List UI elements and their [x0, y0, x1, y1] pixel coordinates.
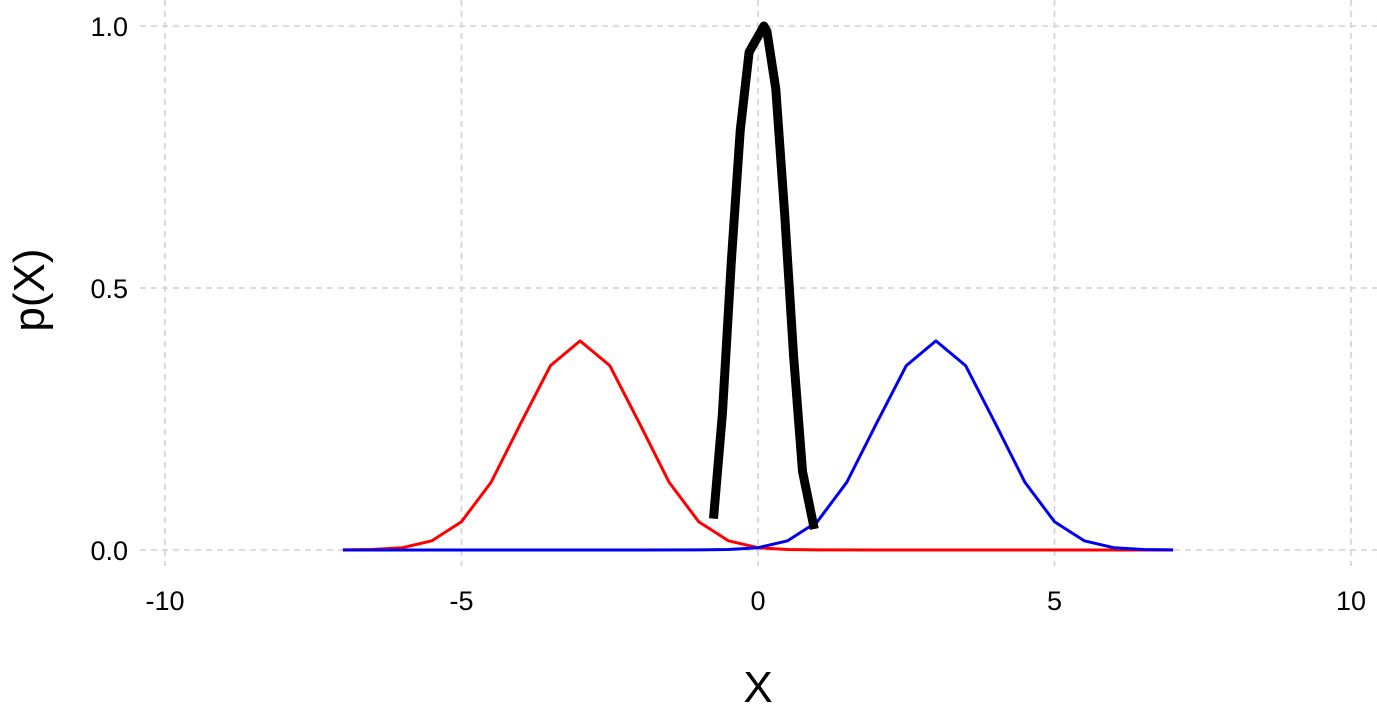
- x-tick-label: 5: [1047, 586, 1062, 616]
- x-tick-label: -5: [449, 586, 473, 616]
- grid: [140, 0, 1377, 566]
- y-tick-label: 0.5: [90, 274, 128, 304]
- x-tick-label: 10: [1336, 586, 1366, 616]
- x-axis-title: X: [743, 663, 772, 704]
- x-tick-label: -10: [145, 586, 184, 616]
- x-tick-label: 0: [750, 586, 765, 616]
- series-line-3: [709, 21, 819, 530]
- y-tick-label: 1.0: [90, 12, 128, 42]
- series-line-2: [342, 339, 1174, 552]
- series-line-1: [342, 339, 1174, 552]
- y-tick-label: 0.0: [90, 536, 128, 566]
- y-axis-title: p(X): [5, 248, 54, 331]
- series-group: [342, 21, 1174, 552]
- tick-labels: -10 -5 0 5 10 0.0 0.5 1.0: [90, 12, 1366, 616]
